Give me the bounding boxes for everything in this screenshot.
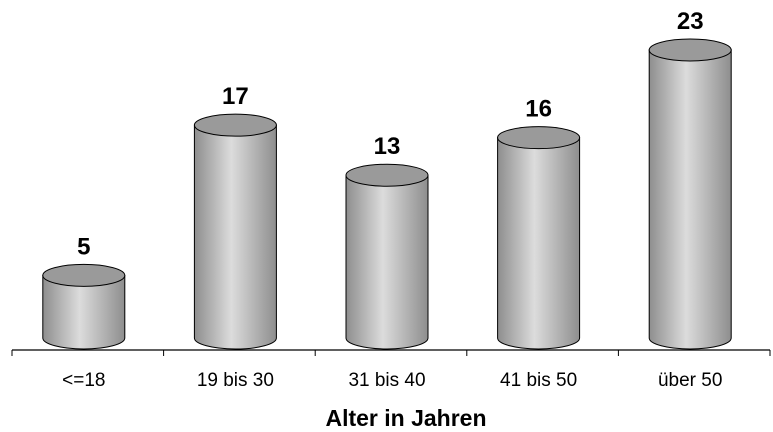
bar-body: [42, 274, 126, 350]
x-tick-label: <=18: [62, 370, 105, 391]
data-label: 23: [677, 8, 704, 35]
bar: [42, 263, 126, 350]
bar: [193, 113, 277, 350]
x-tick-label: 31 bis 40: [348, 370, 425, 391]
labels-layer: 5 <=18 17 19 bis 30 13 31 bis 40 16 41 bis 50 23…: [62, 8, 722, 391]
bar-body: [345, 174, 429, 350]
bar: [648, 38, 732, 350]
bar: [345, 163, 429, 350]
bar-top: [42, 263, 126, 287]
bars-layer: [42, 38, 732, 350]
x-tick-label: 19 bis 30: [197, 370, 274, 391]
bar-body: [497, 137, 581, 350]
data-label: 16: [525, 96, 552, 123]
x-tick-label: über 50: [658, 370, 722, 391]
bar-top: [648, 38, 732, 62]
x-axis: [11, 349, 771, 356]
bar: [497, 126, 581, 350]
x-axis-title: Alter in Jahren: [325, 405, 486, 431]
data-label: 13: [374, 133, 401, 160]
bar-top: [345, 163, 429, 187]
data-label: 17: [222, 83, 249, 110]
bar-body: [193, 124, 277, 350]
x-tick-label: 41 bis 50: [500, 370, 577, 391]
bar-body: [648, 49, 732, 350]
bar-top: [497, 126, 581, 150]
bar-top: [193, 113, 277, 137]
data-label: 5: [77, 233, 90, 260]
